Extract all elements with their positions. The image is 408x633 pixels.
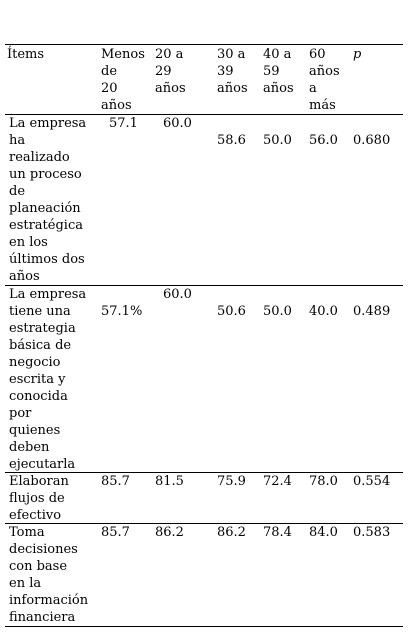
row-divider <box>5 523 403 524</box>
row-item-label: La empresa ha realizado un proceso de pl… <box>9 116 87 284</box>
header-items: Ítems <box>7 47 45 62</box>
row-value-20-29: 60.0 <box>163 116 192 131</box>
header-30-39: 30 a 39 años <box>217 47 248 96</box>
row-value-30-39: 75.9 <box>217 474 246 489</box>
row-value-60-mas: 78.0 <box>309 474 338 489</box>
row-item-label: Elaboran flujos de efectivo <box>9 474 69 523</box>
row-item-label: La empresa tiene una estrategia básica d… <box>9 287 87 472</box>
row-divider <box>5 285 403 286</box>
row-value-p: 0.489 <box>353 304 391 319</box>
row-value-20-29: 81.5 <box>155 474 184 489</box>
row-value-40-59: 72.4 <box>263 474 292 489</box>
row-value-30-39: 58.6 <box>217 133 246 148</box>
row-value-p: 0.680 <box>353 133 391 148</box>
row-value-20-29: 60.0 <box>163 287 192 302</box>
row-value-p: 0.583 <box>353 525 391 540</box>
row-item-label: Toma decisiones con base en la informaci… <box>9 525 89 625</box>
row-value-menos-20: 85.7 <box>101 525 130 540</box>
row-value-40-59: 78.4 <box>263 525 292 540</box>
row-value-menos-20: 85.7 <box>101 474 130 489</box>
row-value-40-59: 50.0 <box>263 304 292 319</box>
header-60-mas: 60 años a más <box>309 47 340 113</box>
header-20-29: 20 a 29 años <box>155 47 186 96</box>
header-menos-20: Menos de 20 años <box>101 47 145 113</box>
row-value-menos-20: 57.1 <box>109 116 138 131</box>
table-bottom-rule <box>5 626 403 627</box>
table-top-rule <box>5 44 403 45</box>
row-value-60-mas: 40.0 <box>309 304 338 319</box>
header-40-59: 40 a 59 años <box>263 47 294 96</box>
row-value-60-mas: 84.0 <box>309 525 338 540</box>
row-divider <box>5 472 403 473</box>
row-value-menos-20: 57.1% <box>101 304 143 319</box>
row-value-20-29: 86.2 <box>155 525 184 540</box>
row-value-40-59: 50.0 <box>263 133 292 148</box>
header-p-value: p <box>353 47 362 62</box>
row-value-30-39: 50.6 <box>217 304 246 319</box>
row-value-p: 0.554 <box>353 474 391 489</box>
row-value-30-39: 86.2 <box>217 525 246 540</box>
row-value-60-mas: 56.0 <box>309 133 338 148</box>
header-bottom-rule <box>5 114 403 115</box>
